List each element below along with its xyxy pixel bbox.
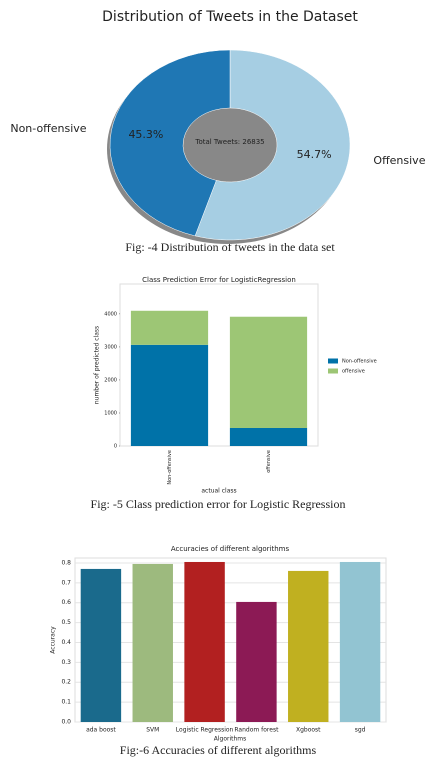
bar	[132, 563, 173, 722]
y-tick-label: 0.5	[61, 619, 71, 626]
y-tick-label: 0.4	[61, 639, 71, 646]
x-tick-label: Non-offensive	[167, 450, 173, 485]
legend-swatch	[328, 358, 338, 364]
x-axis-label: Algorithms	[214, 736, 247, 743]
bar-segment	[130, 310, 209, 345]
x-tick-label: Random forest	[234, 727, 279, 734]
y-tick-label: 0.1	[61, 699, 71, 706]
y-tick-label: 0.0	[61, 719, 71, 726]
y-tick-label: 0.2	[61, 679, 71, 686]
bar	[184, 561, 225, 722]
plot-area	[74, 557, 387, 723]
bar	[339, 561, 381, 722]
bar	[288, 570, 329, 722]
legend-label: Non-offensive	[342, 359, 377, 365]
x-tick-label: Logistic Regression	[176, 727, 234, 734]
value-label: 45.3%	[128, 128, 163, 141]
bar	[236, 601, 277, 722]
y-tick-label: 0	[114, 444, 117, 450]
x-tick-label: Xgboost	[296, 727, 321, 734]
y-tick-label: 4000	[104, 311, 117, 317]
bar-segment	[229, 316, 308, 428]
caption: Fig: -5 Class prediction error for Logis…	[91, 497, 346, 511]
legend-label: offensive	[342, 369, 365, 375]
legend-swatch	[328, 368, 338, 374]
y-tick-label: 2000	[104, 377, 117, 383]
y-tick-label: 1000	[104, 410, 117, 416]
x-tick-label: ada boost	[86, 727, 116, 734]
caption: Fig: -4 Distribution of tweets in the da…	[125, 240, 335, 254]
center-label: Total Tweets: 26835	[194, 138, 264, 146]
x-axis-label: actual class	[201, 488, 236, 495]
y-tick-label: 3000	[104, 344, 117, 350]
chart-title: Distribution of Tweets in the Dataset	[102, 9, 358, 25]
x-tick-label: SVM	[146, 727, 159, 734]
y-axis-label: number of predicted class	[94, 326, 101, 404]
y-tick-label: 0.3	[61, 659, 71, 666]
bar	[80, 568, 122, 722]
chart-title: Class Prediction Error for LogisticRegre…	[142, 276, 296, 284]
bar-segment	[229, 427, 308, 446]
bar-segment	[130, 344, 209, 446]
x-tick-label: sgd	[355, 727, 366, 734]
value-label: 54.7%	[297, 148, 332, 161]
caption: Fig:-6 Accuracies of different algorithm…	[120, 743, 317, 757]
category-label: Non-offensive	[10, 122, 86, 135]
y-tick-label: 0.6	[61, 599, 71, 606]
y-axis-label: Accuracy	[50, 626, 57, 654]
y-tick-label: 0.8	[61, 559, 71, 566]
y-tick-label: 0.7	[61, 579, 71, 586]
chart-title: Accuracies of different algorithms	[171, 545, 290, 553]
category-label: Offensive	[373, 154, 425, 167]
pie-slice	[109, 49, 231, 237]
x-tick-label: offensive	[266, 450, 272, 473]
